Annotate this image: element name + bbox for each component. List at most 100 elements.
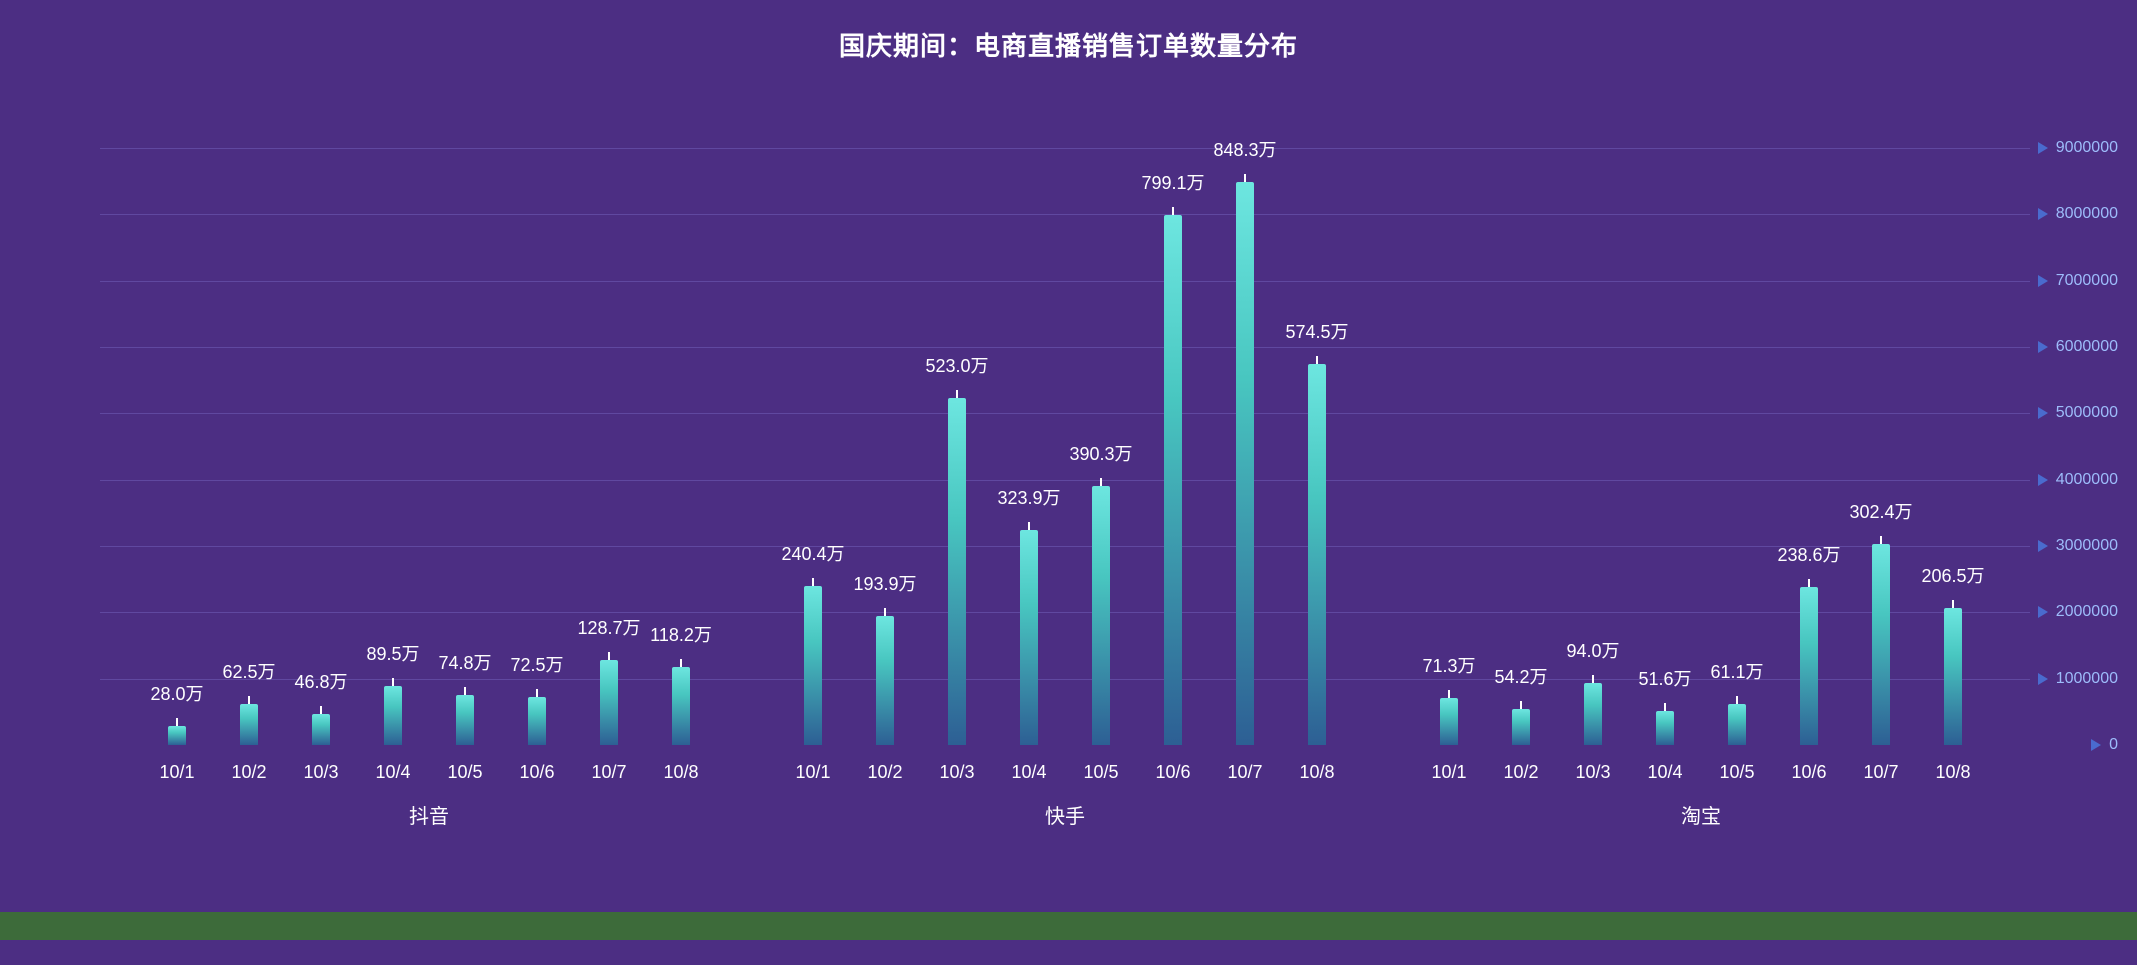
bar-value-label: 61.1万 (1710, 658, 1763, 684)
x-tick-label: 10/6 (1791, 762, 1826, 783)
chevron-right-icon (2038, 540, 2048, 552)
bar-value-label: 206.5万 (1921, 562, 1984, 588)
y-tick-label: 6000000 (2056, 338, 2118, 356)
bar (1584, 683, 1602, 745)
chart-title: 国庆期间：电商直播销售订单数量分布 (0, 26, 2137, 63)
y-tick-label: 0 (2109, 736, 2118, 754)
bar-leader-tick (1100, 478, 1102, 486)
bar-value-label: 51.6万 (1638, 665, 1691, 691)
x-tick-label: 10/5 (447, 762, 482, 783)
y-tick: 2000000 (2038, 603, 2118, 621)
bar-leader-tick (536, 689, 538, 697)
bar-value-label: 72.5万 (510, 651, 563, 677)
bar (600, 660, 618, 745)
bar-value-label: 94.0万 (1566, 637, 1619, 663)
bar-leader-tick (176, 718, 178, 726)
x-tick-label: 10/2 (231, 762, 266, 783)
x-tick-label: 10/8 (663, 762, 698, 783)
bar-leader-tick (1808, 579, 1810, 587)
bar-value-label: 574.5万 (1285, 318, 1348, 344)
x-tick-label: 10/8 (1935, 762, 1970, 783)
bar (384, 686, 402, 745)
y-tick-label: 3000000 (2056, 537, 2118, 555)
x-tick-label: 10/2 (867, 762, 902, 783)
y-tick-label: 9000000 (2056, 139, 2118, 157)
bar-leader-tick (1880, 536, 1882, 544)
bar-leader-tick (680, 659, 682, 667)
bar-leader-tick (1172, 207, 1174, 215)
bar-value-label: 523.0万 (925, 352, 988, 378)
y-tick-label: 2000000 (2056, 603, 2118, 621)
y-tick: 8000000 (2038, 205, 2118, 223)
chevron-right-icon (2091, 739, 2101, 751)
chevron-right-icon (2038, 474, 2048, 486)
bar-leader-tick (608, 652, 610, 660)
y-tick-label: 5000000 (2056, 404, 2118, 422)
order-distribution-chart: 国庆期间：电商直播销售订单数量分布 0 1000000 2000000 3000000… (0, 0, 2137, 940)
x-tick-label: 10/2 (1503, 762, 1538, 783)
bar-leader-tick (464, 687, 466, 695)
chevron-right-icon (2038, 275, 2048, 287)
chevron-right-icon (2038, 407, 2048, 419)
bar-leader-tick (1316, 356, 1318, 364)
bar-value-label: 240.4万 (781, 540, 844, 566)
bar (876, 616, 894, 745)
chevron-right-icon (2038, 606, 2048, 618)
bar-value-label: 71.3万 (1422, 652, 1475, 678)
chevron-right-icon (2038, 341, 2048, 353)
x-tick-label: 10/1 (1431, 762, 1466, 783)
bar-leader-tick (1664, 703, 1666, 711)
bar (1308, 364, 1326, 745)
y-tick: 3000000 (2038, 537, 2118, 555)
y-tick: 1000000 (2038, 670, 2118, 688)
bar-leader-tick (1028, 522, 1030, 530)
bar (804, 586, 822, 745)
group-label: 抖音 (141, 800, 717, 829)
bar-value-label: 89.5万 (366, 640, 419, 666)
x-tick-label: 10/4 (1011, 762, 1046, 783)
bar-value-label: 118.2万 (650, 621, 712, 647)
y-tick: 9000000 (2038, 139, 2118, 157)
group-label: 淘宝 (1413, 800, 1989, 829)
bar-value-label: 390.3万 (1069, 440, 1132, 466)
bar (1872, 544, 1890, 745)
x-tick-label: 10/3 (303, 762, 338, 783)
bar (1236, 182, 1254, 745)
y-tick: 6000000 (2038, 338, 2118, 356)
x-tick-label: 10/7 (591, 762, 626, 783)
bar (1800, 587, 1818, 745)
bar-value-label: 323.9万 (997, 484, 1060, 510)
y-tick-label: 1000000 (2056, 670, 2118, 688)
x-tick-label: 10/5 (1719, 762, 1754, 783)
bar-value-label: 193.9万 (853, 570, 916, 596)
bar-leader-tick (812, 578, 814, 586)
y-tick: 5000000 (2038, 404, 2118, 422)
x-tick-label: 10/7 (1863, 762, 1898, 783)
bar (240, 704, 258, 745)
bar (312, 714, 330, 745)
bar (456, 695, 474, 745)
bar-value-label: 128.7万 (577, 614, 640, 640)
bar-value-label: 28.0万 (150, 680, 203, 706)
bar (1164, 215, 1182, 745)
bar (672, 667, 690, 745)
x-tick-label: 10/7 (1227, 762, 1262, 783)
bar-leader-tick (1592, 675, 1594, 683)
x-tick-label: 10/4 (1647, 762, 1682, 783)
x-tick-label: 10/6 (1155, 762, 1190, 783)
bar-leader-tick (320, 706, 322, 714)
bar (1944, 608, 1962, 745)
chevron-right-icon (2038, 142, 2048, 154)
bar (528, 697, 546, 745)
bar-value-label: 799.1万 (1141, 169, 1204, 195)
y-tick-label: 7000000 (2056, 272, 2118, 290)
bar-leader-tick (1952, 600, 1954, 608)
x-tick-label: 10/5 (1083, 762, 1118, 783)
bar-value-label: 62.5万 (222, 658, 275, 684)
bar (168, 726, 186, 745)
bar-value-label: 54.2万 (1494, 663, 1547, 689)
bar-leader-tick (1448, 690, 1450, 698)
bar-group: 抖音10/128.0万10/262.5万10/346.8万10/489.5万10… (141, 115, 717, 745)
bar-leader-tick (1244, 174, 1246, 182)
x-tick-label: 10/8 (1299, 762, 1334, 783)
